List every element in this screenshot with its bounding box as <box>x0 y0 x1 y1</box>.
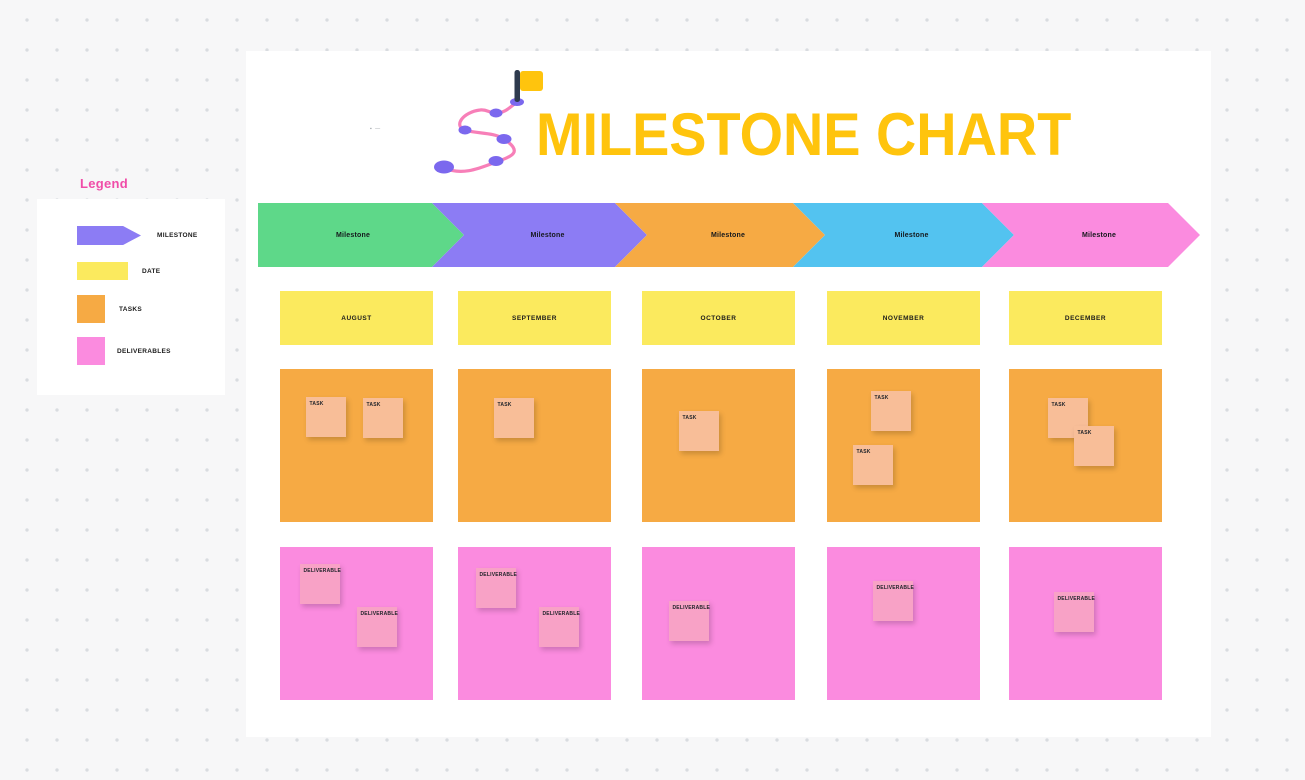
date-box-september[interactable]: SEPTEMBER <box>458 291 611 345</box>
date-box-october-label: OCTOBER <box>700 314 737 322</box>
milestone-chevron-5[interactable]: Milestone <box>982 203 1200 267</box>
task-sticky[interactable]: TASK <box>494 398 534 438</box>
date-box-december[interactable]: DECEMBER <box>1009 291 1162 345</box>
legend-date-swatch[interactable] <box>77 262 128 280</box>
milestone-chevron-1[interactable]: Milestone <box>258 203 464 267</box>
legend-deliverables-swatch[interactable] <box>77 337 105 365</box>
date-box-december-label: DECEMBER <box>1064 314 1107 322</box>
milestone-chevron-5-label: Milestone <box>1081 231 1117 239</box>
legend-milestone-label: MILESTONE <box>157 232 198 239</box>
legend-tasks-swatch[interactable] <box>77 295 105 323</box>
deliverables-box-november[interactable] <box>827 547 980 700</box>
deliverable-sticky[interactable]: DELIVERABLE <box>357 607 398 647</box>
date-box-august[interactable]: AUGUST <box>280 291 433 345</box>
flag-path-icon[interactable] <box>425 60 545 175</box>
deliverable-sticky[interactable]: DELIVERABLE <box>1054 592 1095 632</box>
milestone-chevron-4[interactable]: Milestone <box>793 203 1014 267</box>
task-sticky[interactable]: TASK <box>363 398 403 438</box>
milestone-chevron-1-label: Milestone <box>335 231 371 239</box>
date-box-september-label: SEPTEMBER <box>512 314 557 322</box>
deliverable-sticky[interactable]: DELIVERABLE <box>300 564 341 604</box>
legend-deliverables-label: DELIVERABLES <box>117 348 171 355</box>
legend-tasks-label: TASKS <box>119 306 143 313</box>
date-box-november[interactable]: NOVEMBER <box>827 291 980 345</box>
task-sticky[interactable]: TASK <box>1074 426 1114 466</box>
legend-box[interactable]: MILESTONE DATE TASKS DELIVERABLES <box>37 199 225 395</box>
legend-title[interactable]: Legend <box>80 176 129 191</box>
task-sticky[interactable]: TASK <box>679 411 719 451</box>
milestone-chevron-4-label: Milestone <box>894 231 929 239</box>
deliverable-sticky[interactable]: DELIVERABLE <box>873 581 914 621</box>
date-box-november-label: NOVEMBER <box>882 314 925 322</box>
tasks-box-september[interactable] <box>458 369 611 522</box>
task-sticky[interactable]: TASK <box>853 445 893 485</box>
date-box-august-label: AUGUST <box>341 314 372 322</box>
deliverable-sticky[interactable]: DELIVERABLE <box>476 568 517 608</box>
legend-milestone-arrow-swatch[interactable] <box>77 226 141 245</box>
date-box-october[interactable]: OCTOBER <box>642 291 795 345</box>
deliverable-sticky[interactable]: DELIVERABLE <box>539 607 580 647</box>
milestone-chevron-2-label: Milestone <box>530 231 565 239</box>
milestone-chevron-2[interactable]: Milestone <box>432 203 647 267</box>
task-sticky[interactable]: TASK <box>871 391 911 431</box>
milestone-chevron-3-label: Milestone <box>710 231 746 239</box>
milestone-chevron-3[interactable]: Milestone <box>615 203 825 267</box>
deliverables-box-october[interactable] <box>642 547 795 700</box>
tiny-cursor-annotation: ▪ — <box>370 126 382 132</box>
tasks-box-august[interactable] <box>280 369 433 522</box>
task-sticky[interactable]: TASK <box>306 397 346 437</box>
page-title[interactable]: MILESTONE CHART <box>536 101 1072 168</box>
legend-date-label: DATE <box>142 268 161 275</box>
deliverable-sticky[interactable]: DELIVERABLE <box>669 601 710 641</box>
